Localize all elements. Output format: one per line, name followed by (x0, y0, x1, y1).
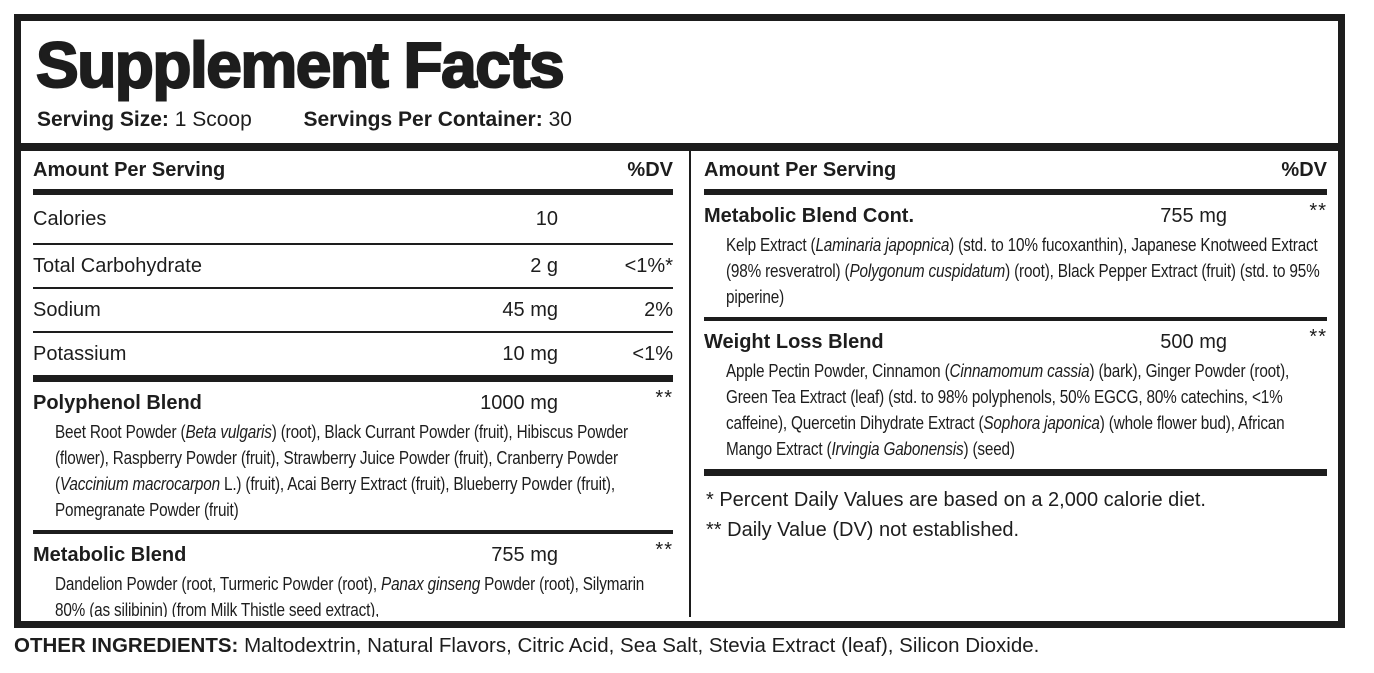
supplement-facts-panel: Supplement Facts Serving Size: 1 Scoop S… (14, 14, 1345, 628)
serving-info: Serving Size: 1 Scoop Servings Per Conta… (21, 103, 1338, 143)
dv-header: %DV (1281, 159, 1327, 181)
nutrient-dv (558, 208, 673, 231)
other-ingredients-value: Maltodextrin, Natural Flavors, Citric Ac… (244, 634, 1040, 657)
nutrient-name: Sodium (33, 299, 101, 321)
right-column: Amount Per Serving %DV Metabolic Blend C… (691, 151, 1338, 617)
amount-per-serving-header: Amount Per Serving (704, 159, 897, 181)
left-column: Amount Per Serving %DV Calories 10 Total… (21, 151, 691, 617)
separator-line (33, 331, 673, 333)
blend-dv-asterisks: ** (1309, 200, 1327, 222)
blend-name: Metabolic Blend (33, 544, 187, 566)
servings-per-container-label: Servings Per Container: (303, 108, 543, 131)
blend-ingredients-metabolic-cont: Kelp Extract (Laminaria japopnica) (std.… (704, 232, 1327, 310)
separator-bar (704, 189, 1327, 195)
nutrient-name: Potassium (33, 343, 127, 365)
serving-size-value: 1 Scoop (174, 108, 252, 131)
blend-name: Polyphenol Blend (33, 392, 202, 414)
blend-dv-asterisks: ** (655, 387, 673, 409)
separator-bar (33, 375, 673, 382)
separator-line (33, 287, 673, 289)
nutrient-dv: 2% (644, 299, 673, 321)
nutrient-row-potassium: Potassium 10 mg <1% (33, 333, 673, 375)
label-title: Supplement Facts (35, 28, 566, 102)
nutrient-amount: 45 mg (502, 299, 558, 321)
other-ingredients: OTHER INGREDIENTS: Maltodextrin, Natural… (14, 634, 1039, 658)
nutrient-dv: <1% (632, 343, 673, 365)
blend-ingredients-polyphenol: Beet Root Powder (Beta vulgaris) (root),… (33, 419, 673, 523)
footnotes: * Percent Daily Values are based on a 2,… (704, 476, 1327, 545)
left-column-header: Amount Per Serving %DV (33, 151, 673, 189)
blend-ingredients-text: Beet Root Powder (Beta vulgaris) (root),… (55, 422, 628, 520)
blend-name: Weight Loss Blend (704, 331, 884, 353)
nutrient-row-total-carbohydrate: Total Carbohydrate 2 g <1%* (33, 245, 673, 287)
right-column-header: Amount Per Serving %DV (704, 151, 1327, 189)
blend-row-polyphenol: Polyphenol Blend 1000 mg ** (33, 382, 673, 419)
separator-bar (33, 530, 673, 534)
amount-per-serving-header: Amount Per Serving (33, 159, 226, 181)
blend-amount: 500 mg (1160, 331, 1227, 353)
blend-ingredients-text: Dandelion Powder (root, Turmeric Powder … (55, 574, 645, 617)
blend-ingredients-text: Kelp Extract (Laminaria japopnica) (std.… (726, 235, 1320, 307)
facts-table: Amount Per Serving %DV Calories 10 Total… (21, 151, 1338, 617)
nutrient-amount: 10 mg (502, 343, 558, 365)
nutrient-row-sodium: Sodium 45 mg 2% (33, 289, 673, 331)
table-top-bar (21, 143, 1338, 151)
blend-name: Metabolic Blend Cont. (704, 205, 914, 227)
blend-amount: 1000 mg (480, 392, 558, 414)
blend-amount: 755 mg (1160, 205, 1227, 227)
separator-bar (33, 189, 673, 195)
footnote-dv-not-established: ** Daily Value (DV) not established. (706, 519, 1020, 541)
blend-ingredients-weight-loss: Apple Pectin Powder, Cinnamon (Cinnamomu… (704, 358, 1327, 462)
nutrient-row-calories: Calories 10 (33, 195, 673, 243)
nutrient-name: Total Carbohydrate (33, 255, 202, 277)
blend-ingredients-metabolic: Dandelion Powder (root, Turmeric Powder … (33, 571, 673, 617)
blend-amount: 755 mg (491, 544, 558, 566)
nutrient-dv: <1%* (624, 255, 673, 277)
blend-dv-asterisks: ** (655, 539, 673, 561)
nutrient-amount: 10 (535, 208, 558, 230)
dv-header: %DV (627, 159, 673, 181)
other-ingredients-label: OTHER INGREDIENTS: (14, 634, 239, 657)
blend-row-metabolic-cont: Metabolic Blend Cont. 755 mg ** (704, 195, 1327, 232)
blend-row-metabolic: Metabolic Blend 755 mg ** (33, 534, 673, 571)
separator-bar (704, 469, 1327, 476)
serving-size-label: Serving Size: (37, 108, 169, 131)
servings-per-container-value: 30 (548, 108, 572, 131)
separator-line (33, 243, 673, 245)
nutrient-name: Calories (33, 208, 107, 230)
footnote-percent-daily-values: * Percent Daily Values are based on a 2,… (706, 489, 1206, 511)
blend-row-weight-loss: Weight Loss Blend 500 mg ** (704, 321, 1327, 358)
separator-bar (704, 317, 1327, 321)
blend-dv-asterisks: ** (1309, 326, 1327, 348)
nutrient-amount: 2 g (530, 255, 558, 277)
blend-ingredients-text: Apple Pectin Powder, Cinnamon (Cinnamomu… (726, 361, 1290, 459)
